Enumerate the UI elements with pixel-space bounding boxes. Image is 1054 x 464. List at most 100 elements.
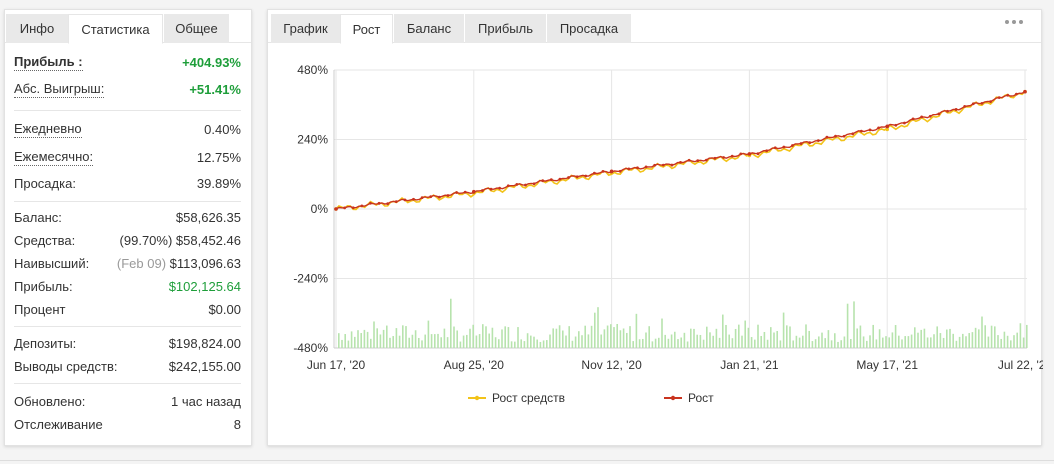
volume-bar: [997, 335, 999, 348]
series-point: [877, 126, 880, 130]
stat-label: Депозиты:: [14, 336, 77, 351]
stat-interest: Процент $0.00: [14, 300, 241, 320]
stat-monthly: Ежемесячно: 12.75%: [14, 148, 241, 168]
volume-bar: [565, 335, 567, 348]
volume-bar: [901, 339, 903, 348]
volume-bar: [981, 316, 983, 348]
volume-bar: [722, 314, 724, 348]
volume-bar: [984, 325, 986, 348]
volume-bar: [475, 335, 478, 348]
series-point: [437, 195, 441, 199]
volume-bar: [555, 328, 558, 348]
volume-bar: [850, 338, 852, 348]
volume-bar: [680, 337, 682, 348]
tab-growth[interactable]: Рост: [340, 14, 393, 44]
volume-bar: [594, 312, 596, 348]
series-point: [687, 158, 691, 162]
series-point: [834, 134, 837, 138]
series-point: [420, 196, 424, 200]
tab-general[interactable]: Общее: [164, 14, 229, 43]
volume-bar: [955, 340, 958, 348]
tab-drawdown[interactable]: Просадка: [547, 14, 631, 43]
volume-bar: [1026, 324, 1028, 348]
stat-tracking: Отслеживание 8: [14, 415, 241, 435]
volume-bar: [466, 334, 468, 348]
series-point: [653, 163, 657, 167]
volume-bar: [872, 324, 874, 348]
series-point: [696, 159, 700, 163]
x-tick-label: Jan 21, '21: [720, 358, 779, 372]
tab-statistics[interactable]: Статистика: [68, 14, 163, 44]
series-point: [386, 202, 390, 206]
series-point: [937, 112, 941, 116]
volume-bar: [482, 324, 484, 348]
volume-bar: [766, 339, 769, 348]
volume-bar: [754, 339, 756, 348]
volume-bar: [459, 341, 462, 348]
stat-label: Обновлено:: [14, 394, 86, 409]
volume-bar: [939, 333, 942, 348]
volume-bar: [645, 332, 647, 348]
tab-profit[interactable]: Прибыль: [465, 14, 546, 43]
series-point: [455, 191, 458, 194]
legend-marker: [670, 395, 676, 401]
series-point: [791, 144, 794, 147]
volume-bar: [786, 325, 788, 348]
series-point: [360, 204, 364, 208]
series-point: [722, 156, 725, 159]
series-point: [816, 139, 820, 143]
volume-bar: [690, 328, 692, 348]
series-point: [868, 128, 872, 132]
volume-bar: [757, 324, 759, 348]
series-point: [412, 197, 415, 201]
more-dots-icon[interactable]: [1005, 20, 1025, 28]
volume-bar: [344, 334, 346, 348]
series-point: [661, 163, 665, 167]
volume-bar: [1003, 331, 1006, 348]
series-point: [765, 149, 769, 153]
divider: [14, 326, 241, 327]
volume-bar: [398, 335, 401, 348]
volume-bar: [718, 337, 721, 348]
stat-label[interactable]: Прибыль :: [14, 54, 83, 71]
series-point: [1014, 92, 1018, 96]
volume-bar: [584, 325, 586, 348]
volume-bar: [843, 336, 846, 348]
series-point: [403, 198, 407, 202]
volume-bar: [709, 332, 711, 348]
volume-bar: [462, 335, 465, 348]
tab-balance[interactable]: Баланс: [394, 14, 464, 43]
volume-bar: [363, 329, 366, 348]
volume-bar: [421, 340, 423, 348]
volume-bar: [603, 329, 606, 348]
volume-bar: [910, 334, 913, 348]
volume-bar: [926, 337, 929, 348]
stat-label[interactable]: Ежедневно: [14, 121, 82, 138]
volume-bar: [635, 313, 638, 348]
volume-bar: [587, 334, 590, 348]
tab-info[interactable]: Инфо: [6, 14, 68, 43]
volume-bar: [779, 340, 782, 348]
tab-chart[interactable]: График: [271, 14, 340, 43]
stat-label: Процент: [14, 302, 66, 317]
series-point: [911, 117, 915, 121]
volume-bar: [750, 337, 753, 348]
volume-bar: [443, 328, 446, 348]
series-point: [592, 171, 596, 175]
volume-bar: [805, 324, 807, 348]
volume-bar: [702, 339, 705, 348]
volume-bar: [869, 335, 871, 348]
volume-bar: [686, 341, 689, 348]
volume-bar: [664, 334, 666, 348]
stat-label[interactable]: Абс. Выигрыш:: [14, 81, 105, 98]
volume-bar: [962, 333, 964, 348]
volume-bar: [696, 334, 698, 348]
series-point: [842, 134, 846, 138]
volume-bar: [715, 328, 718, 348]
volume-bar: [610, 324, 612, 348]
volume-bar: [440, 337, 442, 348]
volume-bar: [706, 326, 708, 348]
volume-bar: [907, 336, 910, 348]
stat-label[interactable]: Ежемесячно:: [14, 149, 94, 166]
volume-bar: [514, 341, 516, 348]
